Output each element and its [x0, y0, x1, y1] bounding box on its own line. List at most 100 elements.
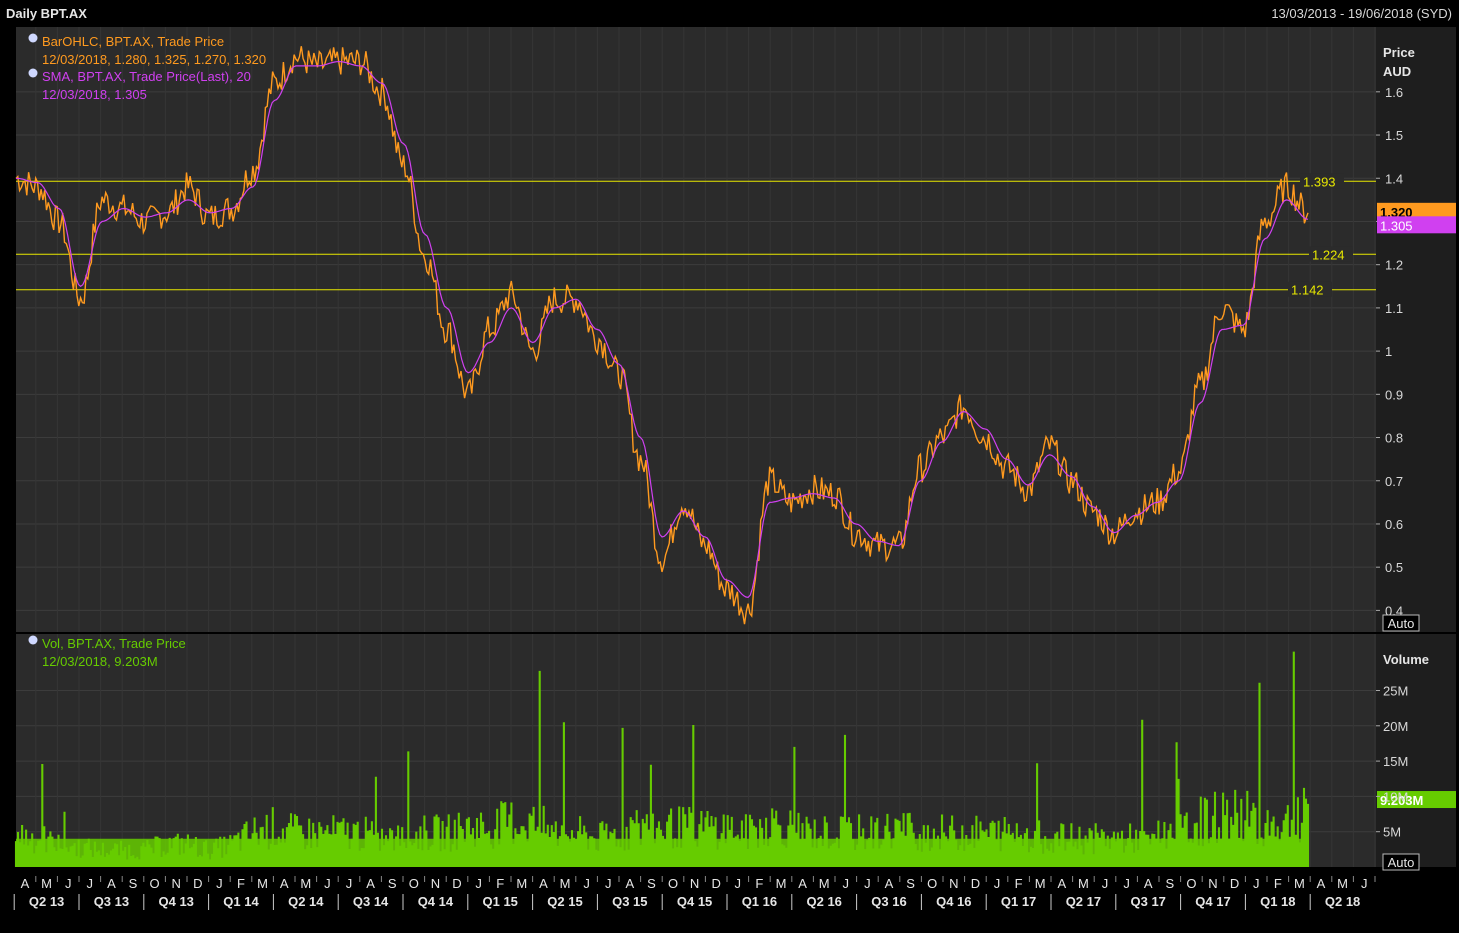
volume-tick-label: 5M	[1383, 825, 1401, 840]
month-tick-label: F	[1274, 876, 1282, 891]
price-currency-label: AUD	[1383, 64, 1411, 79]
quarter-tick-label: Q4 14	[418, 894, 454, 909]
month-tick-label: M	[1035, 876, 1046, 891]
month-tick-label: A	[885, 876, 894, 891]
price-tick-label: 1	[1385, 344, 1392, 359]
price-auto-button-frame[interactable]	[1382, 614, 1420, 632]
date-range: 13/03/2013 - 19/06/2018 (SYD)	[1271, 6, 1452, 21]
month-tick-label: D	[452, 876, 461, 891]
month-tick-label: D	[971, 876, 980, 891]
month-tick-label: M	[776, 876, 787, 891]
quarter-tick-label: Q2 15	[547, 894, 582, 909]
month-tick-label: J	[583, 876, 590, 891]
quarter-tick-label: Q2 18	[1325, 894, 1360, 909]
month-tick-label: J	[605, 876, 612, 891]
month-tick-label: J	[735, 876, 742, 891]
chart-title: Daily BPT.AX	[6, 6, 87, 21]
last-sma-badge: 1.305	[1380, 218, 1413, 233]
month-tick-label: J	[65, 876, 72, 891]
volume-auto-button-frame[interactable]	[1382, 853, 1420, 871]
month-tick-label: O	[668, 876, 678, 891]
price-tick-label: 0.7	[1385, 474, 1403, 489]
month-tick-label: J	[1102, 876, 1109, 891]
month-tick-label: N	[1208, 876, 1217, 891]
month-tick-label: A	[539, 876, 548, 891]
price-auto-button[interactable]: Auto	[1382, 614, 1420, 632]
month-tick-label: A	[366, 876, 375, 891]
month-tick-label: O	[1186, 876, 1196, 891]
quarter-tick-label: Q2 16	[806, 894, 841, 909]
month-tick-label: J	[475, 876, 482, 891]
quarter-tick-label: Q3 14	[353, 894, 389, 909]
quarter-tick-label: Q2 14	[288, 894, 324, 909]
month-tick-label: A	[1144, 876, 1153, 891]
month-tick-label: J	[1253, 876, 1260, 891]
month-tick-label: O	[409, 876, 419, 891]
last-sma-badge-bg	[1377, 216, 1456, 234]
month-tick-label: M	[1337, 876, 1348, 891]
price-tick-label: 0.9	[1385, 387, 1403, 402]
horizontal-lines: 1.393 1.224 1.142	[16, 173, 1376, 298]
month-tick-label: M	[1078, 876, 1089, 891]
price-tick-label: 1.6	[1385, 85, 1403, 100]
volume-plot-area	[16, 634, 1376, 867]
sma-line	[15, 60, 1309, 599]
legend-price-line1: BarOHLC, BPT.AX, Trade Price	[42, 34, 224, 49]
month-tick-label: M	[257, 876, 268, 891]
month-tick-label: S	[906, 876, 915, 891]
month-tick-label: A	[1317, 876, 1326, 891]
month-tick-label: O	[927, 876, 937, 891]
time-axis-area	[16, 867, 1376, 933]
price-legend: BarOHLC, BPT.AX, Trade Price 12/03/2018,…	[28, 33, 266, 102]
hline-label: 1.142	[1291, 283, 1324, 298]
month-tick-label: M	[300, 876, 311, 891]
quarter-tick-label: Q4 16	[936, 894, 971, 909]
hline-label-bg	[1288, 281, 1332, 297]
quarter-tick-label: Q4 17	[1195, 894, 1230, 909]
month-tick-label: J	[87, 876, 94, 891]
volume-bars	[14, 651, 1310, 867]
volume-tick-label: 20M	[1383, 719, 1408, 734]
legend-toggle-icon[interactable]	[28, 33, 38, 43]
price-tick-label: 1.4	[1385, 171, 1403, 186]
volume-unit-label: Volume	[1383, 652, 1429, 667]
month-tick-label: A	[107, 876, 116, 891]
volume-auto-button[interactable]: Auto	[1382, 853, 1420, 871]
price-tick-label: 0.8	[1385, 431, 1403, 446]
month-tick-label: N	[690, 876, 699, 891]
price-tick-label: 1.5	[1385, 128, 1403, 143]
volume-tick-label: 10M	[1383, 789, 1408, 804]
price-auto-label[interactable]: Auto	[1388, 616, 1415, 631]
quarter-tick-label: Q1 16	[742, 894, 777, 909]
last-volume-badge: 9.203M	[1380, 793, 1423, 808]
volume-tick-label: 25M	[1383, 683, 1408, 698]
month-tick-label: O	[150, 876, 160, 891]
month-tick-label: A	[798, 876, 807, 891]
price-plot-area	[16, 27, 1376, 632]
month-tick-label: A	[625, 876, 634, 891]
month-tick-label: A	[280, 876, 289, 891]
quarter-tick-label: Q1 15	[482, 894, 517, 909]
legend-toggle-icon[interactable]	[28, 68, 38, 78]
month-tick-label: D	[193, 876, 202, 891]
price-tick-label: 1.2	[1385, 258, 1403, 273]
price-axis-area	[1376, 27, 1456, 632]
hline-label: 1.224	[1312, 247, 1345, 262]
quarter-tick-label: Q1 18	[1260, 894, 1295, 909]
price-unit-label: Price	[1383, 45, 1415, 60]
volume-auto-label[interactable]: Auto	[1388, 855, 1415, 870]
last-volume-badge-bg	[1377, 791, 1456, 809]
legend-toggle-icon[interactable]	[28, 635, 38, 645]
month-tick-label: F	[237, 876, 245, 891]
volume-tick-label: 15M	[1383, 754, 1408, 769]
hline-label-bg	[1309, 246, 1353, 262]
quarter-tick-label: Q1 17	[1001, 894, 1036, 909]
month-tick-label: J	[1361, 876, 1368, 891]
legend-sma-line1: SMA, BPT.AX, Trade Price(Last), 20	[42, 69, 251, 84]
month-tick-label: S	[388, 876, 397, 891]
quarter-tick-label: Q3 17	[1130, 894, 1165, 909]
hline-label: 1.393	[1303, 174, 1336, 189]
volume-ticks: 5M 10M 15M 20M 25M	[1376, 683, 1408, 840]
